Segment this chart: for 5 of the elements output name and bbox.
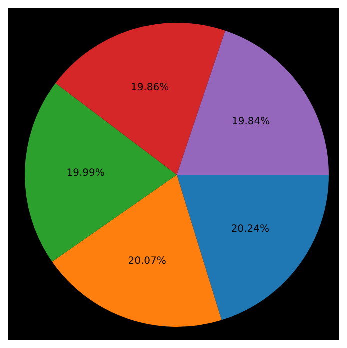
data-label: 19.86% (131, 82, 170, 94)
data-label: 20.07% (128, 256, 166, 267)
data-label: 20.24% (231, 224, 270, 235)
data-label: 19.84% (232, 116, 270, 128)
data-label: 19.99% (66, 168, 105, 179)
